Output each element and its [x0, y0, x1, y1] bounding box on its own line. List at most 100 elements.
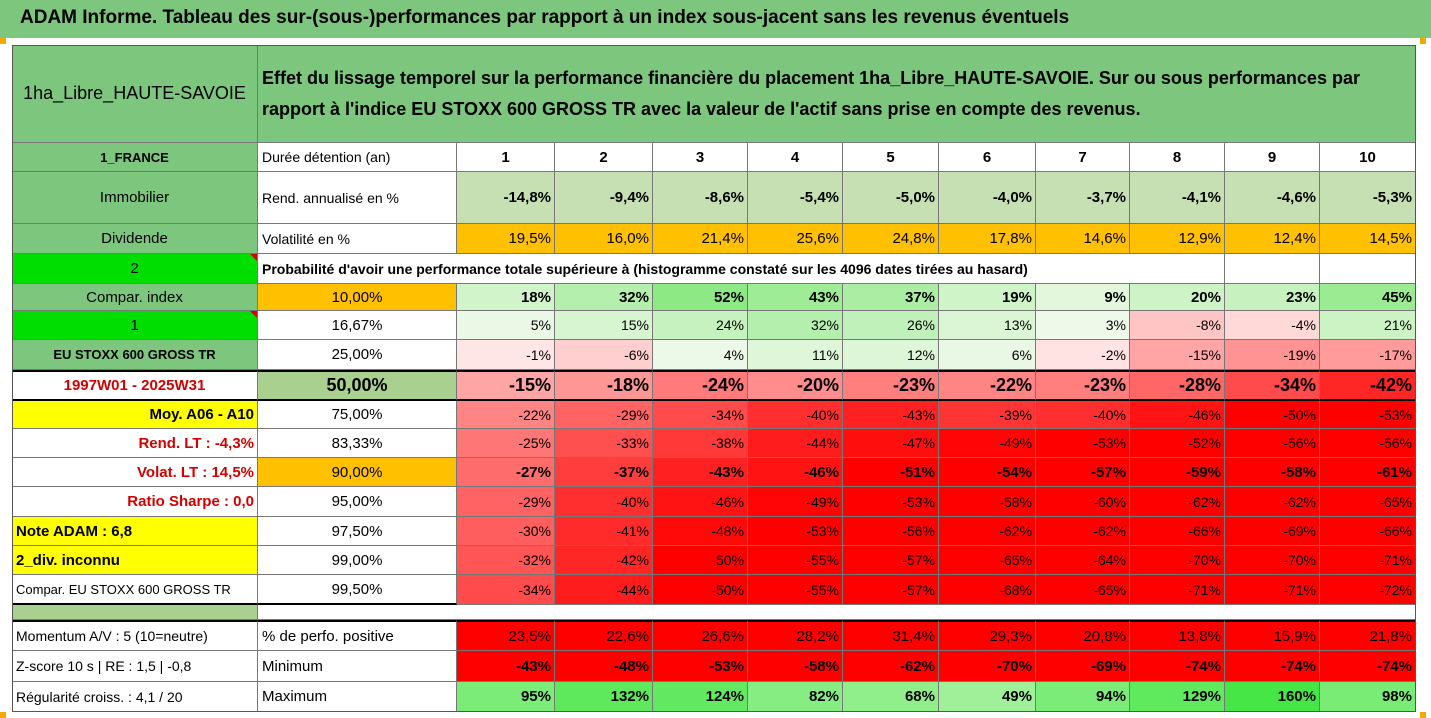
percentile-cell: 75,00%	[258, 401, 457, 429]
maximum-value: 160%	[1225, 682, 1320, 712]
rendement-value: -9,4%	[555, 172, 653, 224]
probability-label: Probabilité d'avoir une performance tota…	[258, 254, 1225, 284]
percentile-value: -43%	[653, 458, 748, 487]
percentile-cell: 25,00%	[258, 340, 457, 370]
percentile-value: -51%	[843, 458, 939, 487]
percentile-value: -57%	[843, 546, 939, 575]
percentile-value: -44%	[748, 429, 843, 458]
report-title: ADAM Informe. Tableau des sur-(sous-)per…	[20, 7, 1070, 28]
maximum-value: 68%	[843, 682, 939, 712]
year-header: 2	[555, 143, 653, 172]
period-cell: 1997W01 - 2025W31	[12, 370, 258, 401]
percentile-value: -59%	[1130, 458, 1225, 487]
zscore-cell: Z-score 10 s | RE : 1,5 | -0,8	[12, 651, 258, 682]
percentile-value: -27%	[457, 458, 555, 487]
percentile-value: -70%	[1130, 546, 1225, 575]
percentile-value: -42%	[555, 546, 653, 575]
minimum-value: -62%	[843, 651, 939, 682]
percentile-value: -62%	[1130, 487, 1225, 517]
percentile-value: 18%	[457, 284, 555, 311]
rendement-value: -4,0%	[939, 172, 1036, 224]
percentile-value: -25%	[457, 429, 555, 458]
maximum-value: 94%	[1036, 682, 1130, 712]
percentile-value: -66%	[1320, 517, 1416, 546]
percentile-value: -32%	[457, 546, 555, 575]
percentile-value: -55%	[748, 546, 843, 575]
percentile-value: 21%	[1320, 311, 1416, 340]
percentile-value: 52%	[653, 284, 748, 311]
percentile-value: 6%	[939, 340, 1036, 370]
maximum-value: 82%	[748, 682, 843, 712]
percentile-value: -46%	[1130, 401, 1225, 429]
percentile-value: -34%	[457, 575, 555, 605]
minimum-value: -48%	[555, 651, 653, 682]
rendement-value: -14,8%	[457, 172, 555, 224]
year-header: 1	[457, 143, 555, 172]
percentile-cell: 83,33%	[258, 429, 457, 458]
income-cell: Dividende	[12, 224, 258, 254]
volatility-value: 19,5%	[457, 224, 555, 254]
momentum-cell: Momentum A/V : 5 (10=neutre)	[12, 620, 258, 651]
volatility-value: 21,4%	[653, 224, 748, 254]
maximum-value: 95%	[457, 682, 555, 712]
percentile-value: -22%	[939, 370, 1036, 401]
percentile-value: -38%	[653, 429, 748, 458]
percentile-value: 3%	[1036, 311, 1130, 340]
positive-value: 23,5%	[457, 620, 555, 651]
country-cell: 1_FRANCE	[12, 143, 258, 172]
percentile-value: -62%	[1036, 517, 1130, 546]
year-header: 8	[1130, 143, 1225, 172]
percentile-value: -69%	[1225, 517, 1320, 546]
percentile-value: -40%	[748, 401, 843, 429]
year-header: 9	[1225, 143, 1320, 172]
volatility-label: Volatilité en %	[258, 224, 457, 254]
percentile-value: -65%	[939, 546, 1036, 575]
percentile-value: -19%	[1225, 340, 1320, 370]
positive-label: % de perfo. positive	[258, 620, 457, 651]
percentile-cell: 99,50%	[258, 575, 457, 605]
percentile-value: -62%	[1225, 487, 1320, 517]
volatility-value: 14,6%	[1036, 224, 1130, 254]
maximum-label: Maximum	[258, 682, 457, 712]
percentile-value: -18%	[555, 370, 653, 401]
percentile-value: 37%	[843, 284, 939, 311]
percentile-value: -60%	[1036, 487, 1130, 517]
rendement-label: Rend. annualisé en %	[258, 172, 457, 224]
percentile-cell: 50,00%	[258, 370, 457, 401]
positive-value: 22,6%	[555, 620, 653, 651]
volatility-value: 14,5%	[1320, 224, 1416, 254]
corner-marker	[0, 712, 6, 718]
percentile-value: 26%	[843, 311, 939, 340]
percentile-value: -39%	[939, 401, 1036, 429]
percentile-value: -8%	[1130, 311, 1225, 340]
note-cell: Note ADAM : 6,8	[12, 517, 258, 546]
positive-value: 21,8%	[1320, 620, 1416, 651]
percentile-value: -20%	[748, 370, 843, 401]
percentile-value: -34%	[1225, 370, 1320, 401]
percentile-value: -37%	[555, 458, 653, 487]
gap-cell	[12, 605, 258, 620]
percentile-value: 19%	[939, 284, 1036, 311]
compar-index-cell: Compar. index	[12, 284, 258, 311]
percentile-value: -57%	[843, 575, 939, 605]
percentile-value: -58%	[1225, 458, 1320, 487]
index-name-cell: EU STOXX 600 GROSS TR	[12, 340, 258, 370]
year-header: 10	[1320, 143, 1416, 172]
moy-cell: Moy. A06 - A10	[12, 401, 258, 429]
percentile-value: -15%	[457, 370, 555, 401]
year-header: 4	[748, 143, 843, 172]
duration-label: Durée détention (an)	[258, 143, 457, 172]
description-cell: Effet du lissage temporel sur la perform…	[258, 45, 1416, 143]
percentile-value: -68%	[939, 575, 1036, 605]
empty-cell	[1225, 254, 1320, 284]
regularity-cell: Régularité croiss. : 4,1 / 20	[12, 682, 258, 712]
percentile-value: -6%	[555, 340, 653, 370]
empty-cell	[1320, 254, 1416, 284]
percentile-value: -52%	[1130, 429, 1225, 458]
percentile-value: -15%	[1130, 340, 1225, 370]
percentile-value: -29%	[555, 401, 653, 429]
percentile-value: -53%	[843, 487, 939, 517]
percentile-value: -17%	[1320, 340, 1416, 370]
rendement-value: -4,1%	[1130, 172, 1225, 224]
